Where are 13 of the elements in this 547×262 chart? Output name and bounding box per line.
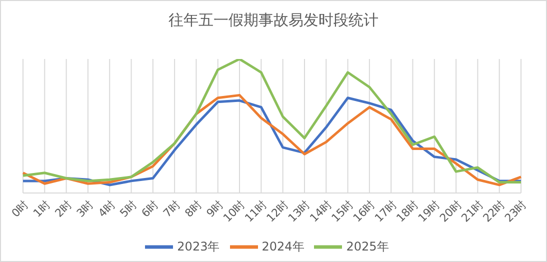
x-tick-label: 5时 bbox=[117, 198, 140, 220]
x-tick-label: 6时 bbox=[139, 198, 162, 220]
x-tick-label: 2时 bbox=[52, 198, 74, 220]
x-tick-label: 8时 bbox=[182, 198, 204, 220]
x-tick-label: 4时 bbox=[96, 198, 118, 220]
x-tick-label: 7时 bbox=[160, 198, 183, 220]
legend-label: 2024年 bbox=[262, 239, 304, 254]
x-tick-label: 3时 bbox=[74, 198, 96, 220]
x-tick-label: 1时 bbox=[30, 198, 53, 220]
x-tick-label: 0时 bbox=[9, 198, 32, 220]
legend-label: 2023年 bbox=[177, 239, 220, 254]
legend-label: 2025年 bbox=[346, 239, 389, 254]
chart-title: 往年五一假期事故易发时段统计 bbox=[168, 10, 380, 31]
